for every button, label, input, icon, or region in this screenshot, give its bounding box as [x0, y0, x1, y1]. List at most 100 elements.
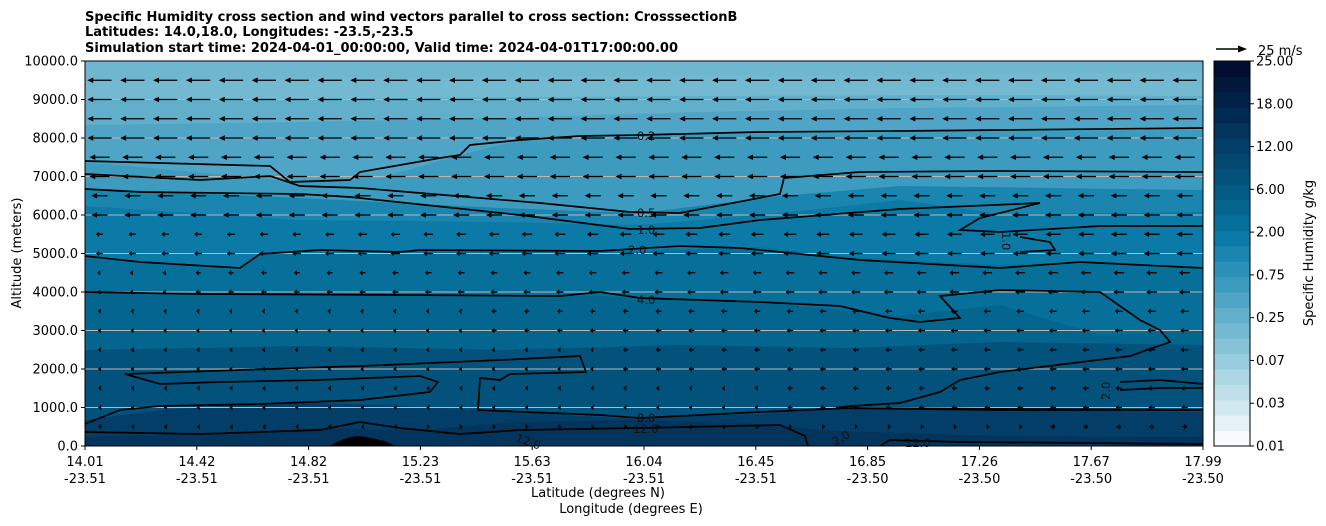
colorbar-tick-label: 0.01	[1256, 440, 1285, 455]
wind-vector-head	[196, 423, 200, 430]
wind-vector-head	[623, 366, 627, 372]
colorbar-segment	[1214, 430, 1250, 447]
wind-vector-head	[383, 96, 390, 103]
wind-vector-head	[655, 366, 659, 372]
wind-vector-head	[1016, 327, 1020, 334]
wind-vector-head	[920, 423, 924, 430]
colorbar-segment	[1214, 199, 1250, 216]
wind-vector-head	[679, 115, 686, 122]
wind-vector-head	[1172, 135, 1179, 141]
wind-vector-head	[97, 289, 101, 295]
wind-vector-head	[153, 135, 160, 141]
wind-vector-head	[1007, 135, 1014, 141]
wind-vector-head	[852, 308, 856, 315]
wind-vector-head	[488, 231, 493, 238]
wind-vector-head	[426, 346, 430, 353]
wind-vector-head	[754, 385, 758, 392]
wind-vector-head	[979, 212, 985, 218]
wind-vector-head	[524, 327, 528, 334]
wind-vector-head	[155, 154, 162, 161]
wind-vector-head	[881, 231, 887, 238]
wind-vector-head	[617, 192, 624, 199]
wind-vector-head	[1172, 115, 1179, 122]
wind-vector-head	[843, 96, 850, 103]
wind-vector-head	[1016, 366, 1020, 372]
wind-vector-head	[1078, 250, 1084, 257]
wind-vector-head	[1179, 289, 1183, 295]
wind-vector-head	[1007, 96, 1014, 103]
wind-vector-head	[810, 135, 817, 141]
wind-vector-head	[983, 308, 987, 315]
wind-vector-head	[286, 154, 293, 161]
wind-vector-head	[1180, 366, 1184, 372]
wind-vector-head	[587, 250, 592, 257]
wind-vector-head	[490, 269, 494, 276]
wind-vector-head	[1073, 96, 1080, 103]
wind-vector-head	[783, 250, 789, 257]
wind-vector-head	[453, 192, 459, 199]
wind-vector-head	[352, 154, 359, 161]
wind-vector-head	[1172, 77, 1179, 84]
wind-vector-head	[1049, 327, 1053, 334]
wind-vector-head	[425, 269, 429, 276]
colorbar-segment	[1214, 153, 1250, 170]
wind-vector-head	[1082, 327, 1086, 334]
wind-vector-head	[975, 77, 982, 84]
wind-vector-head	[456, 250, 460, 257]
wind-vector-head	[648, 154, 655, 161]
wind-vector-head	[746, 173, 753, 180]
colorbar-segment	[1214, 61, 1250, 77]
wind-vector-head	[1040, 135, 1047, 141]
wind-vector-head	[518, 212, 525, 218]
wind-vector-head	[918, 366, 922, 372]
wind-vector-head	[622, 308, 626, 315]
wind-vector-head	[685, 250, 690, 257]
wind-vector-head	[951, 366, 955, 372]
wind-vector-head	[229, 423, 233, 430]
contour-label: 1.0	[999, 232, 1013, 250]
wind-vector-head	[615, 154, 622, 161]
wind-vector-head	[295, 423, 299, 430]
wind-vector-head	[293, 269, 297, 276]
wind-vector-head	[448, 135, 455, 141]
wind-vector-head	[1148, 404, 1152, 411]
wind-vector-head	[390, 250, 394, 257]
wind-vector-head	[457, 289, 461, 295]
wind-vector-head	[255, 192, 262, 199]
wind-vector-head	[683, 192, 689, 199]
x-tick-label-lon: -23.51	[511, 472, 553, 487]
colorbar-segment	[1214, 215, 1250, 231]
colorbar-segment	[1214, 276, 1250, 293]
wind-vector-head	[325, 231, 329, 238]
wind-vector-head	[524, 308, 528, 315]
wind-vector-head	[754, 404, 758, 411]
wind-vector-head	[1016, 346, 1020, 353]
wind-vector-head	[1148, 346, 1152, 353]
wind-vector-head	[1073, 115, 1080, 122]
wind-vector-head	[1015, 289, 1019, 295]
wind-vector-head	[387, 192, 393, 199]
wind-vector-head	[1148, 366, 1152, 372]
wind-vector-head	[916, 269, 921, 276]
wind-vector-head	[1110, 192, 1117, 199]
wind-vector-head	[425, 327, 429, 334]
wind-vector-head	[688, 346, 692, 353]
wind-vector-head	[163, 366, 167, 372]
wind-vector-head	[982, 289, 986, 295]
wind-vector-head	[293, 289, 297, 295]
wind-vector-head	[876, 96, 883, 103]
wind-vector-head	[251, 77, 258, 84]
wind-vector-head	[1082, 385, 1086, 392]
colorbar-tick-label: 0.07	[1256, 354, 1285, 369]
colorbar-segment	[1214, 138, 1250, 154]
wind-vector-head	[518, 192, 525, 199]
wind-vector-head	[491, 327, 495, 334]
wind-vector-head	[1106, 135, 1113, 141]
wind-vector-head	[1010, 154, 1017, 161]
x-tick-label-lat: 16.85	[849, 455, 886, 470]
wind-vector-head	[819, 327, 823, 334]
wind-vector-head	[1184, 423, 1188, 430]
wind-vector-head	[646, 135, 653, 141]
wind-vector-head	[228, 269, 232, 276]
wind-vector-head	[1115, 404, 1119, 411]
